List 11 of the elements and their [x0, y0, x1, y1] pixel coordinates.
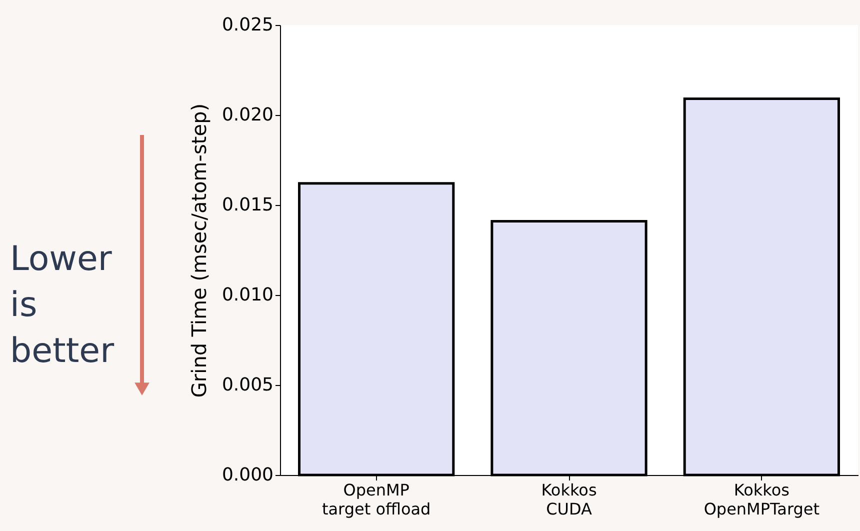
y-tick-label: 0.020: [222, 104, 274, 126]
text: Lower is better: [10, 239, 114, 371]
y-tick-label: 0.015: [222, 194, 274, 216]
y-tick-label: 0.000: [222, 464, 274, 486]
y-tick-label: 0.010: [222, 284, 274, 306]
x-tick-label: Kokkos CUDA: [541, 480, 597, 518]
y-tick-label: 0.005: [222, 374, 274, 396]
x-tick-label: Kokkos OpenMPTarget: [704, 480, 820, 518]
y-axis-title: Grind Time (msec/atom-step): [186, 103, 211, 398]
y-tick-label: 0.025: [222, 14, 274, 36]
x-tick-label: OpenMP target offload: [322, 480, 431, 518]
